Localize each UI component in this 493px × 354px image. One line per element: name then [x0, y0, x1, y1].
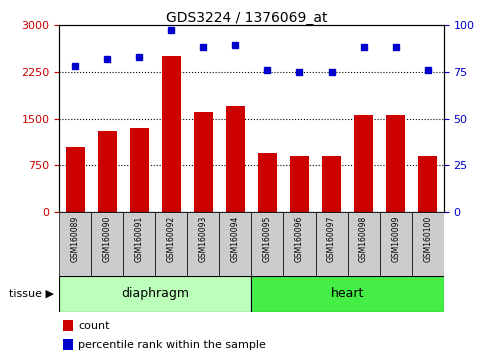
- Text: heart: heart: [331, 287, 364, 300]
- Bar: [316, 212, 348, 276]
- Bar: [66, 147, 85, 212]
- Text: GSM160098: GSM160098: [359, 216, 368, 262]
- Bar: [251, 276, 444, 312]
- Bar: [194, 112, 213, 212]
- Text: GSM160099: GSM160099: [391, 216, 400, 262]
- Bar: [59, 276, 251, 312]
- Bar: [251, 212, 283, 276]
- Text: tissue ▶: tissue ▶: [9, 289, 54, 299]
- Bar: [386, 115, 405, 212]
- Bar: [226, 106, 245, 212]
- Text: count: count: [78, 320, 110, 331]
- Bar: [380, 212, 412, 276]
- Text: GSM160093: GSM160093: [199, 216, 208, 262]
- Bar: [155, 212, 187, 276]
- Bar: [59, 212, 91, 276]
- Text: diaphragm: diaphragm: [121, 287, 189, 300]
- Text: GDS3224 / 1376069_at: GDS3224 / 1376069_at: [166, 11, 327, 25]
- Bar: [91, 212, 123, 276]
- Text: GSM160095: GSM160095: [263, 216, 272, 262]
- Bar: [412, 212, 444, 276]
- Bar: [354, 115, 373, 212]
- Bar: [123, 212, 155, 276]
- Bar: [283, 212, 316, 276]
- Text: GSM160092: GSM160092: [167, 216, 176, 262]
- Text: GSM160094: GSM160094: [231, 216, 240, 262]
- Bar: [63, 320, 72, 331]
- Text: GSM160097: GSM160097: [327, 216, 336, 262]
- Bar: [162, 56, 181, 212]
- Bar: [219, 212, 251, 276]
- Text: percentile rank within the sample: percentile rank within the sample: [78, 339, 266, 350]
- Bar: [348, 212, 380, 276]
- Text: GSM160089: GSM160089: [70, 216, 80, 262]
- Bar: [130, 128, 149, 212]
- Text: GSM160100: GSM160100: [423, 216, 432, 262]
- Bar: [258, 153, 277, 212]
- Bar: [418, 156, 437, 212]
- Text: GSM160096: GSM160096: [295, 216, 304, 262]
- Bar: [187, 212, 219, 276]
- Bar: [98, 131, 117, 212]
- Bar: [322, 156, 341, 212]
- Bar: [63, 339, 72, 350]
- Bar: [290, 156, 309, 212]
- Text: GSM160091: GSM160091: [135, 216, 144, 262]
- Text: GSM160090: GSM160090: [103, 216, 112, 262]
